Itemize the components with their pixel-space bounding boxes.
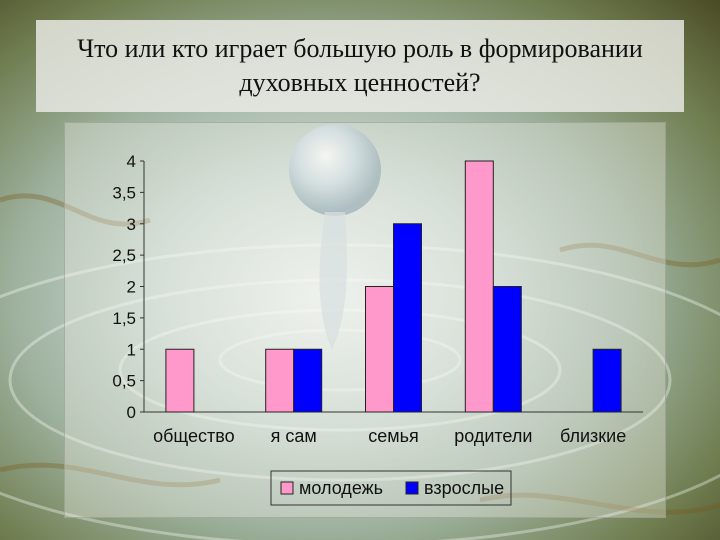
bar-взрослые-родители — [492, 286, 522, 413]
y-tick-label: 3 — [127, 215, 136, 234]
y-tick-label: 1 — [127, 340, 136, 359]
legend-box — [270, 470, 512, 506]
bar-взрослые-близкие — [592, 348, 622, 413]
bar-взрослые-семья — [393, 223, 422, 413]
y-tick-label: 3,5 — [112, 183, 136, 202]
legend-label: молодежь — [299, 478, 383, 498]
y-tick-label: 2 — [127, 278, 136, 297]
x-tick-label: близкие — [560, 426, 626, 446]
legend-label: взрослые — [424, 478, 504, 498]
x-tick-label: родители — [454, 426, 532, 446]
y-tick-label: 0,5 — [112, 372, 136, 391]
chart-panel: 0 0,5 1 1,5 2 2,5 3 3,5 4 общество я сам семья родит… — [64, 122, 666, 518]
y-tick-label: 2,5 — [112, 246, 136, 265]
bar-молодежь-я сам — [265, 348, 295, 413]
legend-swatch — [405, 481, 419, 495]
x-tick-label: я сам — [271, 426, 317, 446]
page-title: Что или кто играет большую роль в формир… — [77, 34, 643, 97]
bar-молодежь-семья — [365, 286, 394, 413]
title-box: Что или кто играет большую роль в формир… — [36, 20, 684, 112]
bar-молодежь-общество — [165, 348, 195, 413]
y-tick-label: 0 — [127, 403, 136, 422]
legend-swatch — [280, 481, 294, 495]
y-tick-label: 4 — [127, 152, 136, 171]
bar-взрослые-я сам — [293, 348, 323, 413]
x-tick-label: семья — [368, 426, 419, 446]
bar-молодежь-родители — [464, 160, 494, 413]
x-tick-label: общество — [153, 426, 235, 446]
bar-chart: 0 0,5 1 1,5 2 2,5 3 3,5 4 общество я сам семья родит… — [112, 152, 643, 506]
y-tick-label: 1,5 — [112, 309, 136, 328]
water-drop-icon — [289, 124, 381, 216]
